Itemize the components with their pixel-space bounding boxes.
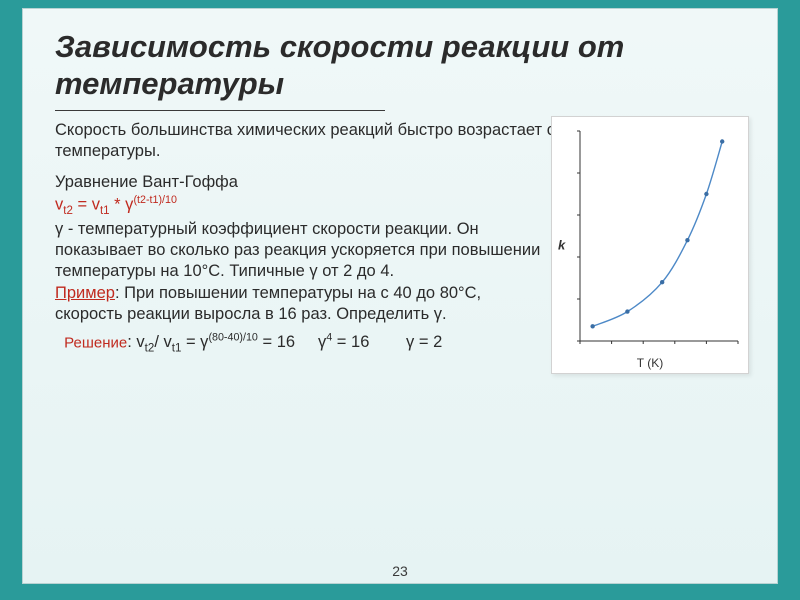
title-underline bbox=[55, 110, 385, 111]
rate-vs-temperature-chart: k T (K) bbox=[551, 116, 749, 374]
chart-x-label: T (K) bbox=[637, 356, 663, 370]
vant-hoff-heading: Уравнение Вант-Гоффа bbox=[55, 172, 543, 193]
page-number: 23 bbox=[392, 563, 408, 579]
chart-svg bbox=[552, 117, 748, 373]
vant-hoff-formula: vt2 = vt1 * γ(t2-t1)/10 bbox=[55, 194, 543, 219]
slide-background: Зависимость скорости реакции от температ… bbox=[0, 0, 800, 600]
body-text: Уравнение Вант-Гоффа vt2 = vt1 * γ(t2-t1… bbox=[55, 172, 551, 356]
slide-title: Зависимость скорости реакции от температ… bbox=[55, 29, 749, 102]
solution-label: Решение bbox=[64, 334, 127, 351]
gamma-description: γ - температурный коэффициент скорости р… bbox=[55, 220, 540, 281]
slide-content: Зависимость скорости реакции от температ… bbox=[22, 8, 778, 584]
example-text: : При повышении температуры на с 40 до 8… bbox=[55, 284, 481, 323]
main-row: Уравнение Вант-Гоффа vt2 = vt1 * γ(t2-t1… bbox=[55, 172, 749, 374]
solution-line: Решение: vt2/ vt1 = γ(80-40)/10 = 16 γ4 … bbox=[55, 332, 543, 357]
solution-expression: : vt2/ vt1 = γ(80-40)/10 = 16 γ4 = 16 γ … bbox=[127, 333, 442, 351]
example-label: Пример bbox=[55, 284, 115, 302]
chart-y-label: k bbox=[558, 238, 565, 253]
